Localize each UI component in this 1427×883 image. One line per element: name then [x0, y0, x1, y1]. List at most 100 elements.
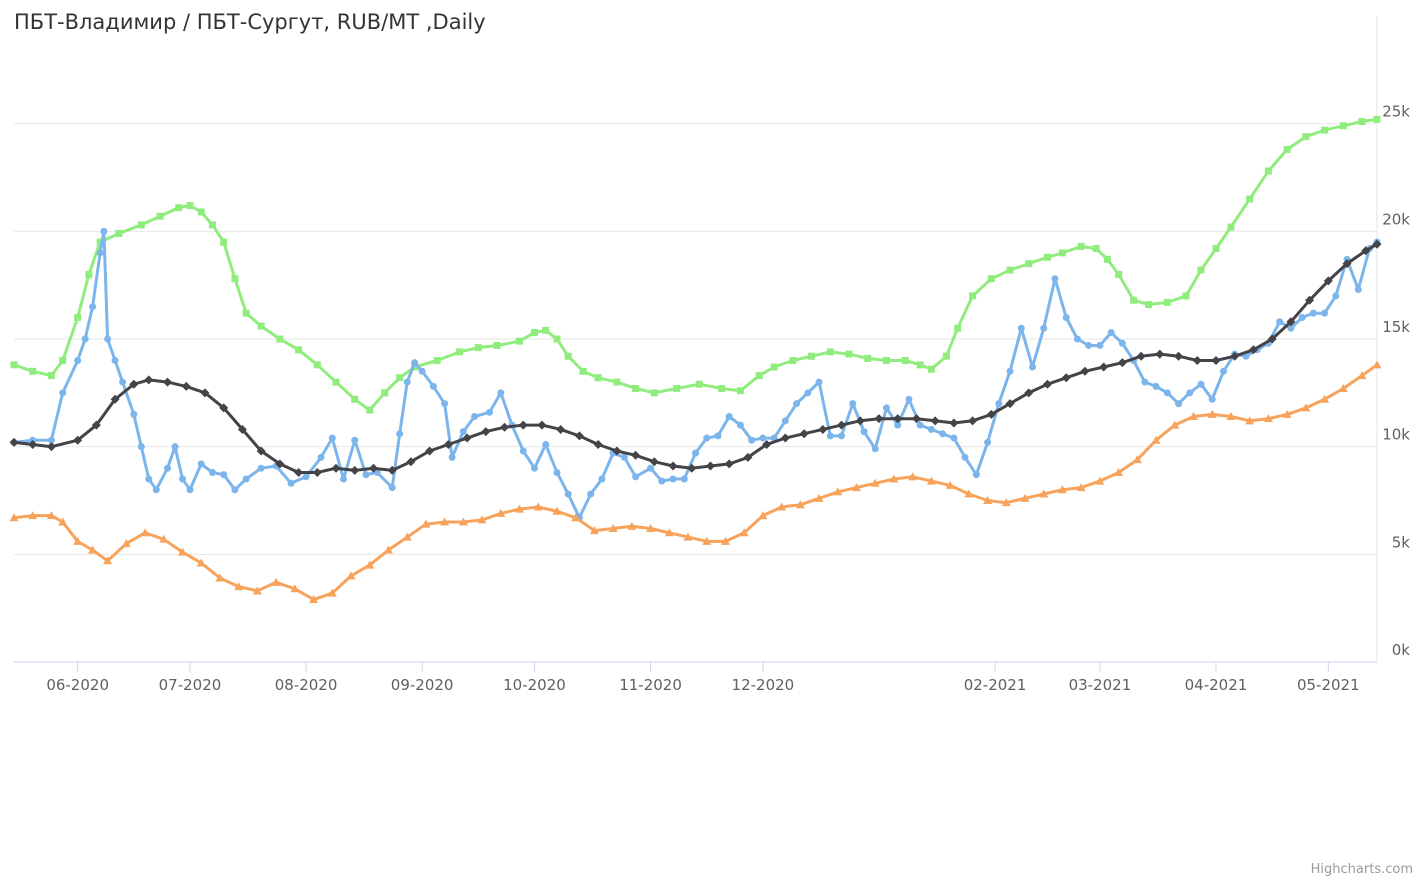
data-point: [10, 361, 18, 369]
data-point: [1132, 455, 1142, 464]
data-point: [537, 420, 547, 430]
data-point: [200, 388, 210, 398]
data-point: [28, 440, 38, 450]
axes: 0k 5k 10k 15k 20k 25k 06-2020 07-2020 08-2020 09-…: [14, 103, 1410, 694]
data-point: [1175, 400, 1183, 408]
data-point: [89, 303, 97, 311]
series-triangle: [9, 360, 1382, 604]
data-point: [530, 464, 538, 472]
data-point: [1332, 292, 1340, 300]
data-point: [58, 517, 68, 526]
data-point: [119, 378, 127, 386]
data-point: [73, 536, 83, 545]
data-point: [257, 322, 265, 330]
data-point: [456, 348, 464, 356]
data-point: [1287, 324, 1295, 332]
data-point: [669, 475, 677, 483]
data-point: [121, 539, 131, 548]
x-tick-label: 09-2020: [391, 676, 454, 694]
data-point: [387, 465, 397, 475]
y-tick-label: 10k: [1382, 426, 1410, 444]
data-point: [351, 395, 359, 403]
data-point: [429, 382, 437, 390]
data-point: [804, 389, 812, 397]
x-tick-label: 11-2020: [619, 676, 682, 694]
data-point: [242, 475, 250, 483]
chart-title: ПБТ-Владимир / ПБТ-Сургут, RUB/MT ,Daily: [14, 10, 486, 34]
data-point: [1197, 266, 1205, 274]
data-point: [1189, 412, 1199, 421]
data-point: [1227, 223, 1235, 231]
data-point: [1151, 435, 1161, 444]
data-point: [789, 357, 797, 365]
data-point: [388, 484, 396, 492]
data-point: [381, 389, 389, 397]
data-point: [85, 270, 93, 278]
data-point: [1152, 382, 1160, 390]
data-point: [542, 326, 550, 334]
data-point: [1155, 349, 1165, 359]
x-tick-label: 10-2020: [503, 676, 566, 694]
data-point: [984, 438, 992, 446]
data-point: [608, 523, 618, 532]
x-tick-label: 04-2021: [1185, 676, 1248, 694]
data-point: [74, 313, 82, 321]
data-point: [1192, 356, 1202, 366]
data-point: [411, 359, 419, 367]
data-point: [950, 434, 958, 442]
data-point: [1372, 239, 1382, 249]
data-point: [1373, 115, 1381, 123]
data-point: [137, 443, 145, 451]
data-point: [1077, 242, 1085, 250]
data-point: [383, 545, 393, 554]
data-point: [612, 446, 622, 456]
data-point: [144, 375, 154, 385]
data-point: [855, 416, 865, 426]
credits-link[interactable]: Highcharts.com: [1310, 862, 1413, 877]
data-point: [1130, 296, 1138, 304]
data-point: [860, 428, 868, 436]
data-point: [901, 357, 909, 365]
data-point: [1357, 371, 1367, 380]
data-point: [882, 357, 890, 365]
data-point: [1025, 260, 1033, 268]
series-square: [10, 115, 1381, 414]
data-point: [220, 471, 228, 479]
data-point: [110, 394, 120, 404]
data-point: [1219, 367, 1227, 375]
data-point: [908, 472, 918, 481]
data-point: [231, 275, 239, 283]
data-point: [1302, 133, 1310, 141]
data-point: [145, 475, 153, 483]
data-point: [1029, 363, 1037, 371]
data-point: [987, 275, 995, 283]
data-point: [181, 381, 191, 391]
data-point: [220, 238, 228, 246]
data-point: [290, 584, 300, 593]
data-point: [294, 468, 304, 478]
data-point: [714, 432, 722, 440]
data-point: [972, 471, 980, 479]
data-point: [673, 385, 681, 393]
data-point: [396, 430, 404, 438]
data-point: [939, 430, 947, 438]
x-tick-label: 03-2021: [1069, 676, 1132, 694]
data-point: [351, 436, 359, 444]
data-point: [826, 432, 834, 440]
data-point: [425, 446, 435, 456]
data-point: [594, 374, 602, 382]
data-point: [893, 414, 903, 424]
data-point: [687, 463, 697, 473]
data-point: [942, 352, 950, 360]
data-point: [500, 422, 510, 432]
data-point: [477, 515, 487, 524]
data-point: [156, 212, 164, 220]
data-point: [961, 453, 969, 461]
data-point: [815, 378, 823, 386]
data-point: [47, 372, 55, 380]
data-point: [986, 409, 996, 419]
data-point: [256, 446, 266, 456]
data-point: [927, 365, 935, 373]
grid-lines: [14, 16, 1378, 662]
data-point: [81, 335, 89, 343]
